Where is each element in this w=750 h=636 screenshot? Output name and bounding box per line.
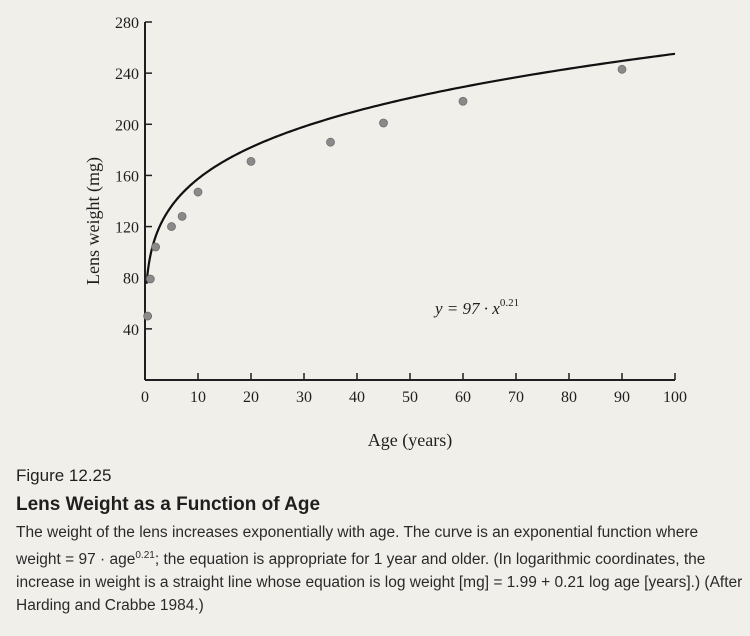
x-tick-label: 80 [561, 389, 577, 406]
figure-number: Figure 12.25 [16, 466, 112, 485]
figure-title: Lens Weight as a Function of Age [16, 494, 321, 515]
x-tick-label: 50 [402, 389, 418, 406]
y-tick-label: 120 [115, 220, 139, 237]
x-tick-label: 70 [508, 389, 524, 406]
data-point [177, 211, 187, 221]
data-point [143, 311, 153, 321]
equation-label: y = 97 · x0.21 [433, 297, 519, 318]
x-tick-label: 30 [296, 389, 312, 406]
x-ticks: 0 10 20 30 40 50 60 70 80 90 100 [141, 373, 687, 406]
x-tick-label: 40 [349, 389, 365, 406]
fit-curve [145, 52, 676, 284]
caption-text-1: The weight of the lens increases exponen… [16, 524, 699, 569]
data-point [246, 156, 256, 166]
data-point [145, 274, 155, 284]
y-axis-label: Lens weight (mg) [83, 157, 104, 285]
caption-text-2: ; the equation is appropriate for 1 year… [16, 551, 743, 615]
y-tick-label: 80 [123, 271, 139, 288]
data-point [167, 222, 176, 231]
y-tick-label: 160 [115, 168, 139, 185]
y-tick-label: 280 [115, 15, 139, 32]
x-tick-label: 90 [614, 389, 630, 406]
y-tick-label: 40 [123, 322, 139, 339]
data-point [326, 137, 335, 147]
y-tick-label: 200 [115, 117, 139, 134]
x-tick-label: 60 [455, 389, 471, 406]
x-tick-label: 0 [141, 389, 149, 406]
equation-lhs: y = 97 · x [433, 299, 500, 318]
data-point [151, 242, 161, 252]
lens-weight-chart: 0 10 20 30 40 50 60 70 80 90 100 40 80 120 160 200 240 2… [83, 15, 687, 451]
y-tick-label: 240 [115, 66, 139, 83]
data-points [143, 64, 627, 321]
x-axis-label: Age (years) [368, 430, 452, 451]
data-point [379, 118, 388, 128]
axes [144, 22, 675, 381]
caption-exponent: 0.21 [135, 550, 155, 561]
figure-caption: The weight of the lens increases exponen… [16, 521, 744, 617]
x-tick-label: 20 [243, 389, 259, 406]
data-point [458, 96, 468, 106]
x-tick-label: 10 [190, 389, 206, 406]
x-tick-label: 100 [663, 389, 687, 406]
data-point [617, 64, 627, 74]
data-point [193, 187, 203, 197]
y-ticks: 40 80 120 160 200 240 280 [115, 15, 152, 339]
equation-exponent: 0.21 [500, 297, 519, 309]
